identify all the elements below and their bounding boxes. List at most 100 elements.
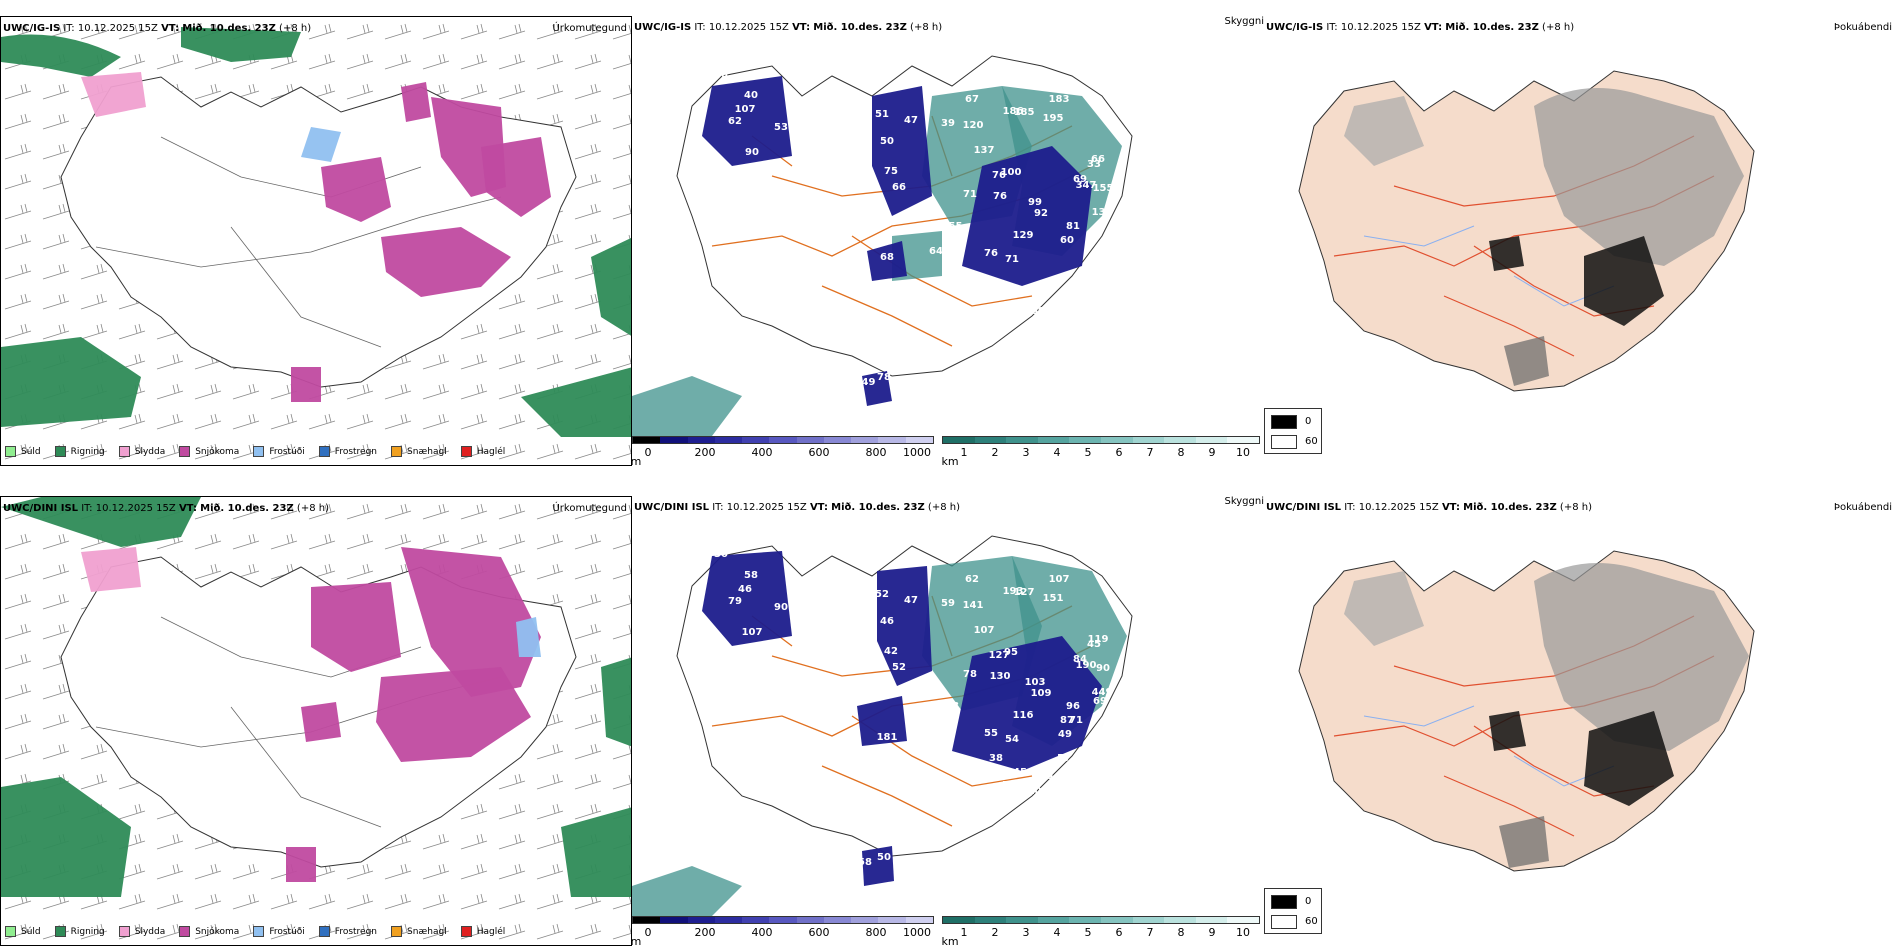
legend-item-snow-pellets: Snæhagl: [391, 446, 447, 457]
visibility-value-label: 75: [884, 166, 898, 177]
snow-area: [401, 547, 541, 697]
colorbar-labels: m 0 200 400 600 800 1000: [632, 446, 931, 466]
panel-name: Þokuábendi: [1833, 22, 1892, 33]
roads: [1333, 135, 1715, 357]
rain-area: [561, 807, 631, 897]
fog-map: [1298, 550, 1755, 872]
colorbar-cell: [714, 917, 743, 923]
visibility-area: [632, 376, 742, 436]
visibility-value-label: 71: [1069, 715, 1083, 726]
fog-swatch-dense: [1271, 415, 1297, 429]
legend-item-sleet: Slydda: [118, 446, 165, 457]
panel-title: UWC/IG-IS IT: 10.12.2025 15Z VT: Mið. 10…: [3, 23, 312, 34]
colorbar-cell: [687, 917, 715, 923]
visibility-value-label: 39: [941, 118, 955, 129]
visibility-value-label: 46: [738, 584, 752, 595]
visibility-value-label: 195: [1043, 113, 1064, 124]
colorbar-cell: [1006, 437, 1038, 443]
visibility-value-label: 62: [965, 574, 979, 585]
snow-area: [481, 137, 551, 217]
visibility-value-label: 51: [875, 109, 889, 120]
glacier-area: [862, 371, 892, 406]
visibility-value-label: 53: [774, 122, 788, 133]
legend-item-hail: Haglél: [460, 446, 505, 457]
visibility-value-label: 52: [892, 662, 906, 673]
legend-item-drizzle: Súld: [5, 926, 41, 937]
colorbar-cell: [1227, 917, 1259, 923]
visibility-value-label: 131: [1092, 207, 1113, 218]
colorbar-cell: [1195, 917, 1228, 923]
panel-title: UWC/DINI ISL IT: 10.12.2025 15Z VT: Mið.…: [1266, 502, 1592, 513]
panel-name: Skyggni: [1224, 496, 1264, 507]
visibility-value-label: 130: [990, 671, 1011, 682]
panel-name: Skyggni: [1224, 16, 1264, 27]
colorbar-cell: [1100, 917, 1133, 923]
snow-area: [376, 667, 531, 762]
glacier-area: [872, 86, 932, 216]
visibility-value-label: 87: [1060, 715, 1074, 726]
colorbar-cell: [742, 437, 770, 443]
visibility-value-label: 64: [929, 246, 943, 257]
visibility-value-label: 76: [984, 248, 998, 259]
legend-item-freezing-rain: Frostregn: [318, 926, 377, 937]
visibility-value-label: 96: [1066, 701, 1080, 712]
rain-area: [1, 34, 121, 77]
visibility-value-label: 67: [1002, 300, 1016, 311]
colorbar-cell: [1132, 917, 1165, 923]
colorbar-cell: [943, 917, 975, 923]
visibility-value-label: 36: [749, 643, 763, 654]
visibility-value-label: 90: [745, 147, 759, 158]
snow-area: [291, 367, 321, 402]
fog-index-panel-2: UWC/DINI ISL IT: 10.12.2025 15Z VT: Mið.…: [1264, 496, 1900, 946]
visibility-value-label: 62: [728, 116, 742, 127]
legend-item-freezing-rain: Frostregn: [318, 446, 377, 457]
visibility-value-label: 66: [892, 182, 906, 193]
snow-area: [381, 227, 511, 297]
visibility-value-label: 33: [1087, 159, 1101, 170]
dense-fog-area: [1584, 236, 1664, 326]
legend-item-snow-pellets: Snæhagl: [391, 926, 447, 937]
legend-item-drizzle: Súld: [5, 446, 41, 457]
visibility-value-label: 81: [1066, 221, 1080, 232]
fog-swatch-clear: [1271, 435, 1297, 449]
rain-area: [1, 337, 141, 427]
visibility-value-label: 190: [1076, 660, 1097, 671]
colorbar-cell: [974, 437, 1007, 443]
colorbar-cell: [1069, 917, 1101, 923]
glacier-area: [857, 696, 907, 746]
legend-swatch: [54, 926, 66, 937]
fog-index-panel-1: UWC/IG-IS IT: 10.12.2025 15Z VT: Mið. 10…: [1264, 16, 1900, 466]
rain-area: [521, 367, 631, 437]
fog-area: [1504, 336, 1549, 386]
sleet-area: [81, 547, 141, 592]
fog-map: [1298, 70, 1755, 392]
visibility-value-label: 107: [742, 627, 763, 638]
visibility-map: 9810740625390825147507566396712013718618…: [632, 55, 1133, 436]
visibility-value-label: 88: [945, 701, 959, 712]
panel-title: UWC/DINI ISL IT: 10.12.2025 15Z VT: Mið.…: [3, 503, 329, 514]
colorbar-cell: [1100, 437, 1133, 443]
visibility-value-label: 71: [1005, 254, 1019, 265]
colorbar-cell: [796, 917, 824, 923]
legend-swatch: [5, 926, 16, 937]
visibility-value-label: 100: [1001, 167, 1022, 178]
visibility-value-label: 109: [1031, 688, 1052, 699]
legend-item-snow: Snjókoma: [179, 446, 239, 457]
visibility-value-label: 120: [963, 120, 984, 131]
precip-map: [1, 497, 631, 945]
visibility-value-label: 129: [1013, 230, 1034, 241]
colorbar-labels: m 0 200 400 600 800 1000: [632, 926, 931, 946]
panel-title: UWC/IG-IS IT: 10.12.2025 15Z VT: Mið. 10…: [634, 22, 943, 33]
precip-legend: Súld Rigning Slydda Snjókoma Frostúði Fr…: [5, 926, 505, 937]
colorbar-cell: [905, 917, 933, 923]
panel-name: Úrkomutegund: [552, 503, 627, 514]
legend-swatch: [391, 446, 403, 457]
height-colorbar: m 0 200 400 600 800 1000: [632, 916, 934, 946]
visibility-labels: 3046587990107365247464252596214110719312…: [714, 549, 1112, 868]
colorbar-strip: [632, 436, 934, 444]
glacier-area: [877, 566, 932, 686]
colorbar-cell: [974, 917, 1007, 923]
legend-item-snow: Snjókoma: [179, 926, 239, 937]
legend-swatch: [391, 926, 403, 937]
visibility-value-label: 127: [989, 650, 1010, 661]
